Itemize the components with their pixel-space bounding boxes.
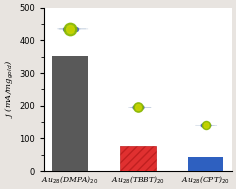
Point: [136, 106, 140, 109]
Bar: [120, 146, 156, 171]
Point: [140, 106, 144, 109]
Point: [136, 106, 140, 109]
Point: [72, 27, 76, 30]
Point: [204, 124, 207, 127]
Point: [200, 124, 204, 127]
Y-axis label: j (mA/mg$_{gold}$): j (mA/mg$_{gold}$): [4, 60, 16, 118]
Bar: [188, 157, 223, 171]
Point: [74, 27, 77, 30]
Point: [68, 27, 72, 30]
Point: [68, 27, 72, 30]
Point: [207, 124, 211, 127]
Bar: [52, 56, 88, 171]
Point: [63, 27, 67, 30]
Point: [136, 106, 140, 109]
Point: [136, 106, 140, 109]
Point: [201, 124, 205, 127]
Point: [204, 124, 207, 127]
Point: [206, 124, 210, 127]
Point: [204, 124, 207, 127]
Point: [206, 124, 210, 127]
Point: [68, 27, 72, 30]
Point: [68, 27, 72, 30]
Point: [201, 124, 205, 127]
Point: [72, 27, 76, 30]
Point: [64, 27, 68, 30]
Point: [139, 106, 143, 109]
Point: [139, 106, 143, 109]
Point: [133, 106, 137, 109]
Point: [133, 106, 137, 109]
Point: [64, 27, 68, 30]
Point: [132, 106, 136, 109]
Point: [204, 124, 207, 127]
